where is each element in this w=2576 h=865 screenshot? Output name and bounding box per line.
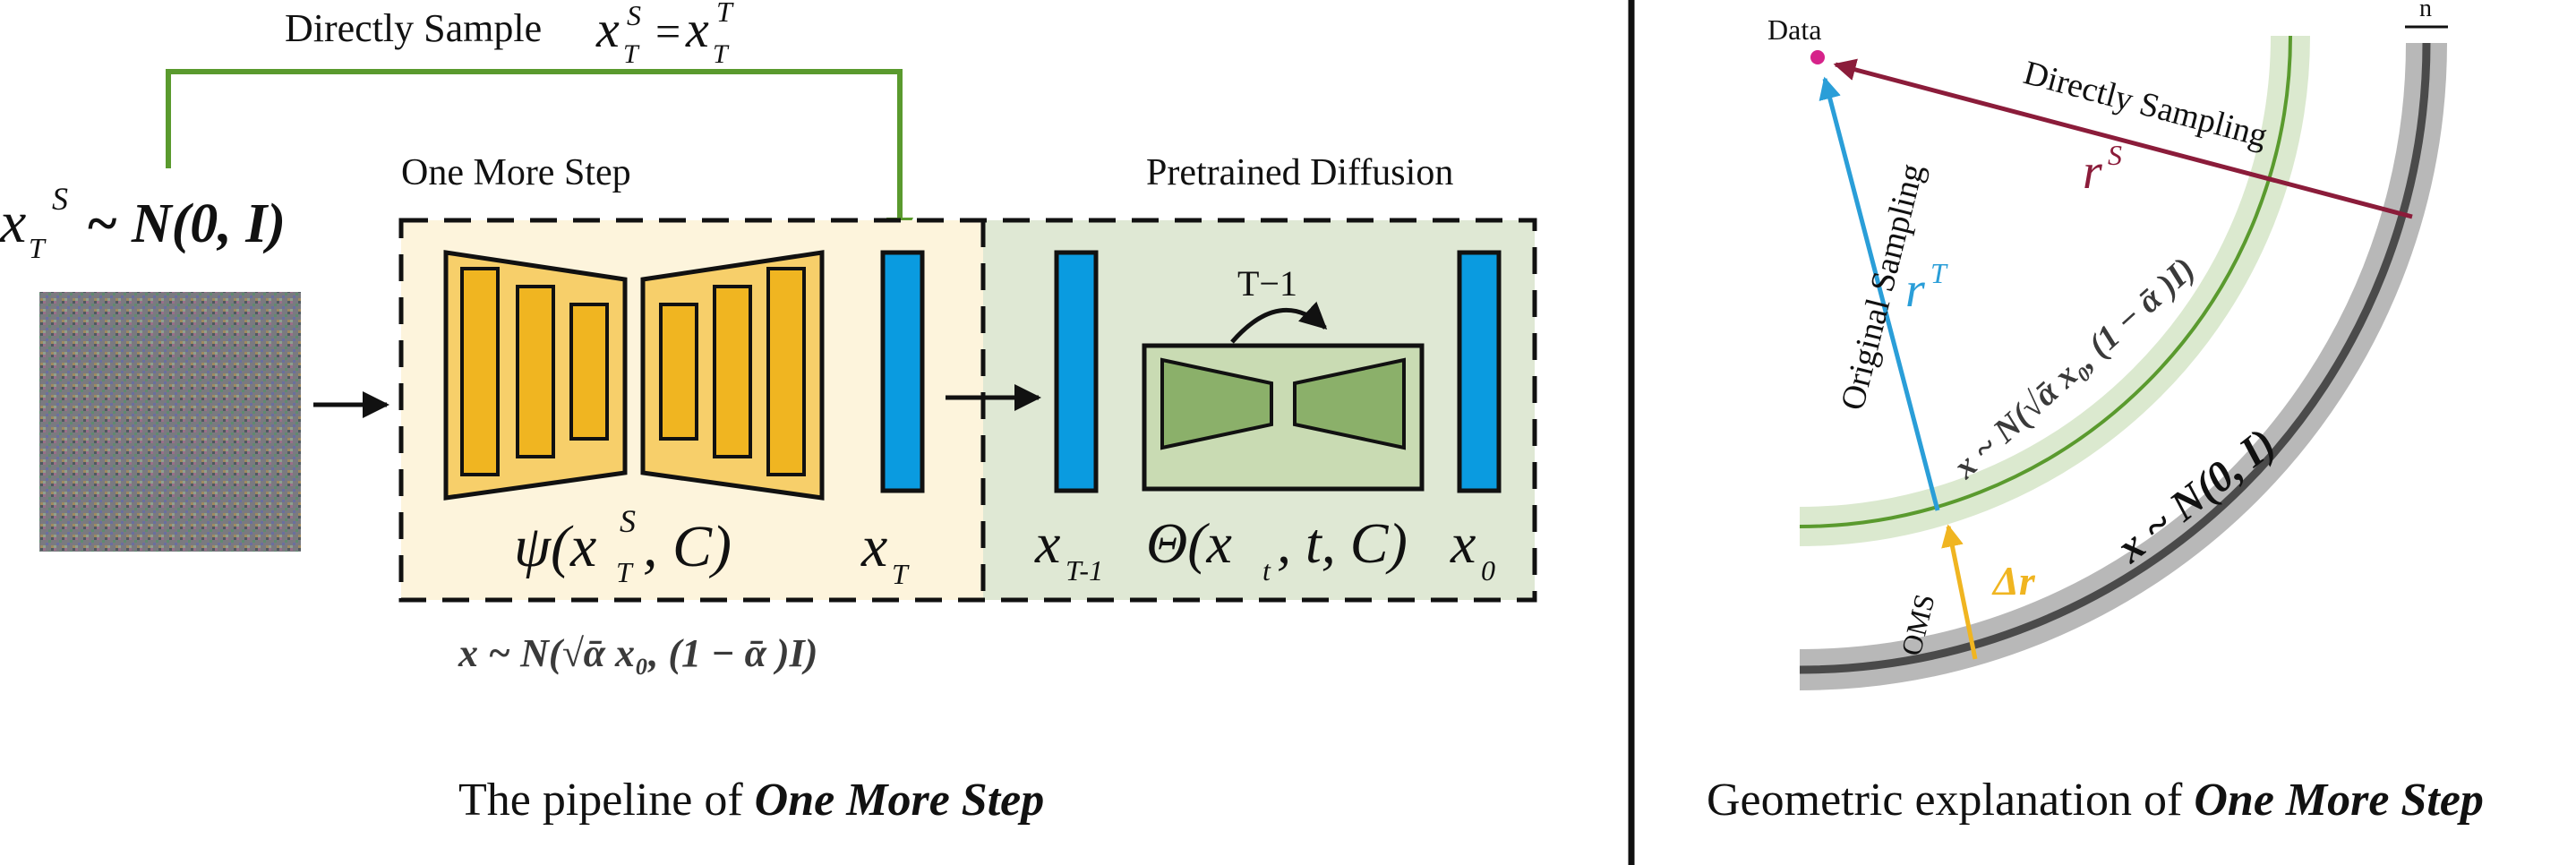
svg-text:t: t [1262, 554, 1271, 587]
psi-function-label: ψ(x T S , C) [514, 503, 732, 588]
noise-x: x [0, 190, 26, 255]
directly-sample-xt-sup: T [716, 0, 734, 28]
svg-text:r: r [1905, 262, 1925, 318]
pipeline-caption: The pipeline of One More Step [458, 775, 1044, 826]
x0-latent [1457, 250, 1502, 493]
geometric-panel: n Data Directly Sampling r S Original Sa… [1707, 0, 2484, 826]
oms-arrow [1941, 524, 1978, 660]
pipeline-panel: Directly Sample x T S = x T T x T S ~ N(… [0, 0, 1537, 826]
xT1-label: x T-1 [1034, 511, 1103, 587]
rs-label: r S [2083, 139, 2122, 200]
svg-text:ψ(x: ψ(x [514, 514, 596, 579]
skip-arrow [166, 69, 913, 244]
oms-unet [443, 250, 825, 501]
noise-distribution-label: x T S ~ N(0, I) [0, 181, 286, 264]
n-label: n [2419, 0, 2432, 22]
svg-text:x: x [1450, 511, 1476, 575]
dashed-frame [398, 218, 1537, 603]
xT-label: x T [860, 514, 910, 590]
directly-sample-xs-sup: S [627, 0, 641, 31]
original-sampling-arrow [1819, 76, 1940, 511]
pretrained-title: Pretrained Diffusion [1146, 152, 1453, 193]
loop-label: T−1 [1237, 263, 1297, 304]
oms-title: One More Step [401, 152, 631, 193]
geometric-caption: Geometric explanation of One More Step [1707, 775, 2484, 826]
svg-text:0: 0 [1481, 554, 1495, 587]
x0-label: x 0 [1450, 511, 1495, 587]
svg-text:, t, C): , t, C) [1277, 511, 1408, 575]
directly-sampling-arrow [1833, 58, 2413, 219]
equals-sign: = [655, 6, 680, 56]
svg-text:S: S [620, 503, 636, 539]
directly-sample-xt-sub: T [713, 39, 730, 69]
noise-dist: ~ N(0, I) [86, 193, 286, 254]
svg-text:T: T [616, 556, 634, 588]
noise-x-sup: S [52, 181, 68, 217]
directly-sample-heading: Directly Sample x T S = x T T [285, 0, 734, 69]
bottom-distribution: x ~ N(√ᾱ x₀, (1 − ᾱ )I) [458, 631, 817, 675]
directly-sample-xs: x [595, 0, 620, 58]
gray-band-center [1799, 42, 2431, 674]
delta-r-label: Δr [1991, 558, 2036, 604]
directly-sample-xt: x [685, 0, 709, 58]
directly-sample-xs-sub: T [623, 39, 640, 69]
pretrained-unet [1142, 343, 1425, 492]
noise-image [39, 292, 301, 552]
rt-label: r T [1905, 257, 1948, 318]
xT-latent [880, 250, 925, 493]
svg-text:T: T [1930, 257, 1948, 289]
svg-text:Θ(x: Θ(x [1146, 511, 1232, 575]
svg-text:r: r [2083, 144, 2102, 200]
directly-sampling-label: Directly Sampling [2020, 54, 2272, 155]
xT1-latent [1054, 250, 1099, 493]
svg-text:x: x [860, 514, 887, 579]
loop-arrow [1230, 301, 1328, 344]
svg-text:x: x [1034, 511, 1060, 575]
noise-x-sub: T [29, 232, 47, 264]
svg-text:S: S [2108, 139, 2122, 171]
svg-text:T: T [892, 558, 910, 590]
svg-text:T-1: T-1 [1065, 554, 1103, 587]
data-label: Data [1767, 13, 1821, 46]
svg-text:, C): , C) [643, 514, 732, 579]
green-band-center [1799, 35, 2292, 528]
data-point [1810, 50, 1825, 64]
directly-sample-label: Directly Sample [285, 6, 542, 50]
theta-function-label: Θ(x t , t, C) [1146, 511, 1408, 587]
